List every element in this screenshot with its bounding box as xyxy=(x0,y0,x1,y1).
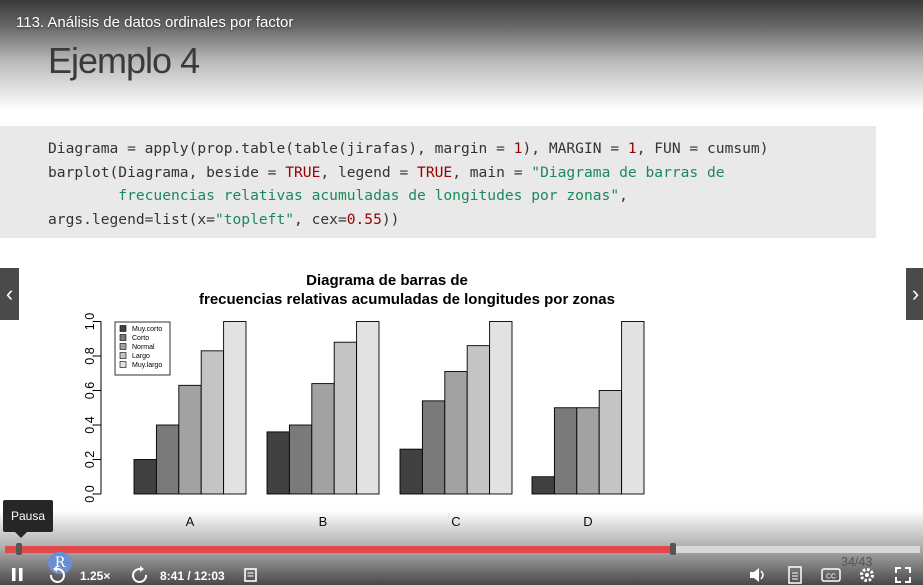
progress-scrubber[interactable] xyxy=(669,543,676,555)
y-axis: 0.0 0.2 0.4 0.6 0.8 1.0 xyxy=(83,313,102,503)
bar-B-Muy.corto xyxy=(266,431,290,495)
bar-D-Corto xyxy=(553,407,578,495)
volume-icon[interactable] xyxy=(748,567,768,583)
legend-label: Largo xyxy=(132,353,150,360)
bar-C-Muy.largo xyxy=(489,321,513,495)
legend-swatch xyxy=(119,325,127,332)
bar-D-Normal xyxy=(576,407,600,495)
settings-gear-icon[interactable] xyxy=(858,566,876,584)
slide-counter: 34/43 xyxy=(841,555,873,569)
y-tick-label: 0.0 xyxy=(83,485,97,502)
y-tick-label: 1.0 xyxy=(83,313,97,330)
previous-slide-button[interactable]: ‹ xyxy=(0,268,19,320)
header-background xyxy=(0,0,923,110)
legend-swatch xyxy=(119,361,127,368)
bar-B-Muy.largo xyxy=(356,321,380,495)
bar-D-Largo xyxy=(598,390,623,495)
bar-A-Muy.largo xyxy=(223,321,247,495)
rewind-icon[interactable] xyxy=(48,566,66,584)
forward-icon[interactable] xyxy=(131,566,149,584)
bar-A-Normal xyxy=(178,384,202,495)
fullscreen-icon[interactable] xyxy=(894,566,912,584)
bar-D-Muy.largo xyxy=(621,321,645,495)
y-tick-label: 0.6 xyxy=(83,382,97,399)
y-tick-label: 0.4 xyxy=(83,416,97,433)
code-line-4: args.legend=list(x="topleft", cex=0.55)) xyxy=(48,210,400,228)
svg-text:CC: CC xyxy=(826,574,836,581)
legend-swatch xyxy=(119,334,127,341)
bar-B-Corto xyxy=(288,424,313,495)
legend-swatch xyxy=(119,352,127,359)
pause-tooltip: Pausa xyxy=(3,500,53,538)
progress-bar[interactable] xyxy=(5,546,920,553)
bar-B-Normal xyxy=(311,383,335,495)
next-slide-button[interactable]: › xyxy=(906,268,923,320)
captions-icon[interactable]: CC xyxy=(821,568,841,582)
playback-speed-button[interactable]: 1.25× xyxy=(80,569,111,583)
legend-label: Normal xyxy=(132,344,155,351)
bar-A-Largo xyxy=(200,350,225,495)
y-tick-label: 0.2 xyxy=(83,451,97,468)
code-block xyxy=(0,126,876,238)
notes-icon[interactable] xyxy=(243,567,259,583)
code-line-2: barplot(Diagrama, beside = TRUE, legend … xyxy=(48,163,725,181)
bar-chart: Diagrama de barras de frecuencias relati… xyxy=(83,272,645,529)
legend-label: Muy.corto xyxy=(132,326,162,333)
time-display: 8:41 / 12:03 xyxy=(160,569,225,583)
legend: Muy.corto Corto Normal Largo Muy.largo xyxy=(114,321,171,376)
code-line-1: Diagrama = apply(prop.table(table(jirafa… xyxy=(48,140,769,157)
lesson-title: 113. Análisis de datos ordinales por fac… xyxy=(16,14,294,31)
chart-title: Diagrama de barras de xyxy=(306,272,468,289)
bars xyxy=(133,321,645,495)
bar-C-Corto xyxy=(421,400,446,495)
legend-label: Corto xyxy=(132,335,149,342)
transcript-icon[interactable] xyxy=(787,566,803,584)
code-text: Diagrama = apply(prop.table(table(jirafa… xyxy=(48,137,769,231)
progress-start-handle[interactable] xyxy=(16,543,22,555)
bar-A-Muy.corto xyxy=(133,459,157,495)
bar-C-Normal xyxy=(444,371,468,495)
pause-icon[interactable] xyxy=(10,566,24,582)
y-tick-label: 0.8 xyxy=(83,347,97,364)
legend-swatch xyxy=(119,343,127,350)
progress-fill xyxy=(5,546,673,553)
bar-D-Muy.corto xyxy=(531,476,555,495)
slide-heading: Ejemplo 4 xyxy=(48,40,200,81)
chart-subtitle: frecuencias relativas acumuladas de long… xyxy=(199,291,615,308)
bar-B-Largo xyxy=(333,341,358,495)
legend-label: Muy.largo xyxy=(132,362,162,369)
bar-A-Corto xyxy=(155,424,180,495)
code-line-3: frecuencias relativas acumuladas de long… xyxy=(48,187,628,204)
bar-C-Largo xyxy=(466,345,491,495)
bar-C-Muy.corto xyxy=(399,448,423,495)
